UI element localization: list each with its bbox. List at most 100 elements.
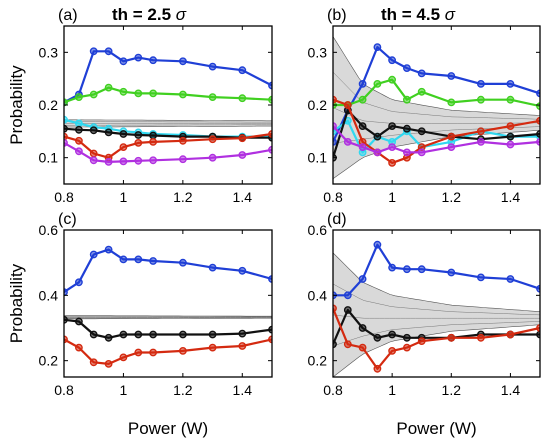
data-point: [359, 344, 365, 350]
series-2: [61, 336, 275, 367]
x-tick-label: 1.2: [442, 189, 462, 205]
data-point: [120, 354, 126, 360]
data-point: [150, 258, 156, 264]
data-point: [389, 144, 395, 150]
data-point: [91, 331, 97, 337]
series-1: [61, 84, 275, 105]
x-tick-label: 0.8: [54, 189, 74, 205]
data-point: [389, 123, 395, 129]
panel-title: th = 2.5 σ: [112, 5, 187, 24]
data-point: [150, 157, 156, 163]
data-point: [345, 139, 351, 145]
data-point: [404, 97, 410, 103]
data-point: [91, 157, 97, 163]
x-tick-label: 0.8: [323, 189, 343, 205]
data-point: [105, 129, 111, 135]
data-point: [478, 81, 484, 87]
y-tick-label: 0.4: [308, 287, 328, 303]
data-point: [507, 276, 513, 282]
data-point: [120, 331, 126, 337]
data-point: [239, 268, 245, 274]
x-tick-label: 1.4: [233, 189, 253, 205]
data-point: [180, 91, 186, 97]
x-tick-label: 0.8: [54, 382, 74, 398]
data-point: [478, 128, 484, 134]
data-point: [389, 331, 395, 337]
plot-area-d: [330, 242, 543, 378]
data-point: [150, 57, 156, 63]
data-point: [150, 90, 156, 96]
data-point: [359, 276, 365, 282]
data-point: [374, 335, 380, 341]
data-point: [359, 97, 365, 103]
data-point: [239, 343, 245, 349]
x-tick-label: 1: [388, 189, 396, 205]
data-point: [135, 349, 141, 355]
data-point: [419, 266, 425, 272]
reference-band: [333, 37, 540, 179]
y-tick-label: 0.6: [308, 222, 328, 238]
y-tick-label: 0.1: [39, 150, 59, 166]
panel-title-text: th = 4.5: [381, 5, 445, 24]
data-point: [374, 81, 380, 87]
data-point: [359, 144, 365, 150]
data-point: [239, 330, 245, 336]
data-point: [180, 331, 186, 337]
data-point: [507, 141, 513, 147]
x-tick-label: 1.4: [501, 382, 521, 398]
series-0: [61, 246, 275, 295]
data-point: [389, 348, 395, 354]
panel-title-symbol: σ: [176, 5, 187, 24]
data-point: [507, 97, 513, 103]
data-point: [76, 344, 82, 350]
data-point: [239, 67, 245, 73]
data-point: [448, 269, 454, 275]
data-point: [135, 331, 141, 337]
data-point: [91, 127, 97, 133]
data-point: [76, 279, 82, 285]
data-point: [150, 331, 156, 337]
data-point: [374, 149, 380, 155]
data-point: [76, 318, 82, 324]
panel-label: (c): [58, 211, 77, 228]
data-point: [180, 138, 186, 144]
plot-area-c: [61, 246, 275, 367]
data-point: [120, 256, 126, 262]
y-tick-label: 0.4: [39, 287, 59, 303]
data-point: [180, 260, 186, 266]
y-axis-label: Probability: [7, 263, 26, 343]
panel-label: (b): [327, 7, 347, 24]
data-point: [419, 128, 425, 134]
data-point: [209, 94, 215, 100]
x-tick-label: 0.8: [323, 382, 343, 398]
data-point: [135, 132, 141, 138]
data-point: [135, 158, 141, 164]
panel-title-text: th = 2.5: [112, 5, 176, 24]
data-point: [209, 264, 215, 270]
y-axis-label: Probability: [7, 65, 26, 145]
plot-area-b: [330, 37, 543, 179]
y-tick-label: 0.3: [39, 44, 59, 60]
y-tick-label: 0.2: [308, 97, 328, 113]
data-point: [359, 81, 365, 87]
data-point: [374, 44, 380, 50]
series-1: [61, 317, 275, 341]
x-axis-label: Power (W): [128, 419, 208, 438]
data-point: [389, 77, 395, 83]
data-point: [76, 120, 82, 126]
y-tick-label: 0.3: [308, 44, 328, 60]
data-point: [105, 159, 111, 165]
data-point: [135, 90, 141, 96]
data-point: [345, 292, 351, 298]
panel-title: th = 4.5 σ: [381, 5, 456, 24]
data-point: [120, 158, 126, 164]
x-tick-label: 1.2: [173, 189, 193, 205]
data-point: [120, 58, 126, 64]
data-point: [404, 126, 410, 132]
data-point: [345, 307, 351, 313]
data-point: [105, 335, 111, 341]
data-point: [345, 341, 351, 347]
